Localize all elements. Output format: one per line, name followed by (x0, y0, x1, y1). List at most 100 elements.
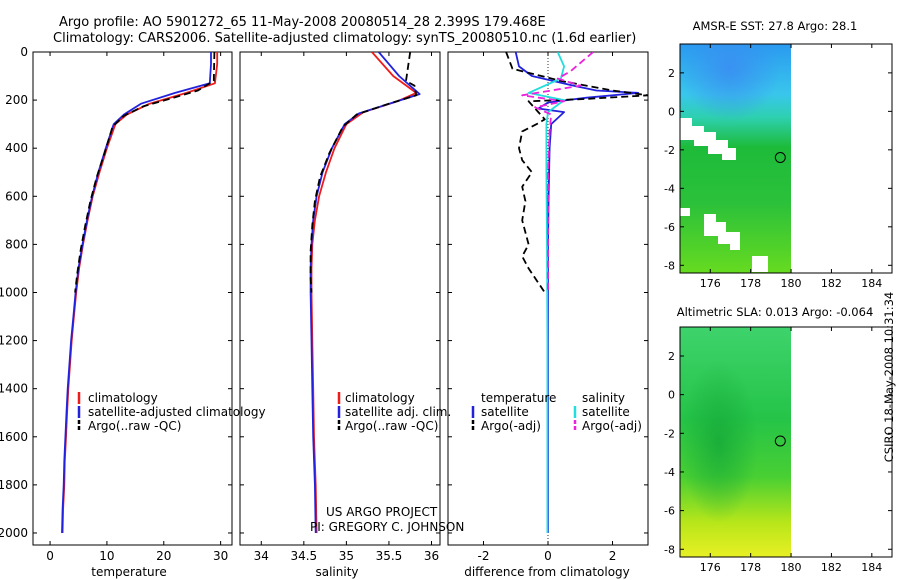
difference-legend: temperature satellite Argo(-adj) salinit… (471, 391, 642, 433)
legend-label-argo-adj: Argo(-adj) (481, 419, 541, 433)
side-timestamp-label: CSIRO 18-May-2008 10:31:34 (882, 292, 896, 463)
legend-label-satellite-adj: satellite adj. clim. (345, 405, 451, 419)
sla-map-panel: Altimetric SLA: 0.013 Argo: -0.064 176 17… (664, 305, 893, 574)
salinity-xlabel: salinity (315, 565, 358, 579)
sst-ytick-label: -4 (664, 182, 675, 195)
diff-xtick-label: -2 (477, 549, 489, 563)
sla-xtick-label: 180 (781, 561, 802, 574)
depth-tick-label: 1200 (0, 334, 28, 348)
sst-argo-location-marker (774, 152, 786, 163)
temperature-panel: 0 200 400 600 800 1000 1200 1400 1600 1800 2000 0 10… (0, 45, 266, 579)
sal-xtick-label: 35.5 (376, 549, 403, 563)
sst-ytick-label: 0 (668, 105, 675, 118)
sst-xtick-label: 176 (700, 277, 721, 290)
sla-low-patch (680, 327, 791, 557)
temp-series-argo-raw-qc- (74, 52, 216, 293)
temperature-axes-frame (32, 51, 233, 546)
temp-xtick-label: 0 (46, 549, 54, 563)
sal-xtick-label: 34.5 (290, 549, 317, 563)
diff-xtick-label: 2 (609, 549, 617, 563)
depth-tick-label: 1400 (0, 382, 28, 396)
sal-series-satellite-adj-clim- (309, 52, 421, 534)
legend-label-satellite-sal: satellite (582, 405, 630, 419)
depth-tick-label: 200 (5, 93, 28, 107)
sla-xtick-label: 184 (861, 561, 882, 574)
sla-xtick-label: 176 (700, 561, 721, 574)
diff-series-temperature-satellite (514, 52, 640, 533)
sal-series-climatology (310, 52, 418, 534)
sla-xtick-label: 182 (821, 561, 842, 574)
legend-label-climatology: climatology (88, 391, 158, 405)
depth-tick-label: 400 (5, 141, 28, 155)
depth-tick-label: 600 (5, 189, 28, 203)
credit-line2: PI: GREGORY C. JOHNSON (310, 520, 464, 534)
depth-tick-label: 1000 (0, 285, 28, 299)
sst-ticks: 176 178 180 182 184 2 0 -2 -4 -6 -8 (664, 44, 892, 290)
legend-label-satellite: satellite (481, 405, 529, 419)
sla-ytick-label: 0 (668, 389, 675, 402)
difference-panel: -2 0 2 difference from climatology tempera… (447, 51, 649, 579)
sal-xtick-label: 36 (424, 549, 439, 563)
sst-ytick-label: -2 (664, 144, 675, 157)
depth-tick-label: 1600 (0, 430, 28, 444)
sst-map-title: AMSR-E SST: 27.8 Argo: 28.1 (693, 19, 858, 33)
legend-label-satellite-adjusted: satellite-adjusted climatology (88, 405, 266, 419)
sla-ytick-label: -8 (664, 543, 675, 556)
sst-xtick-label: 178 (740, 277, 761, 290)
depth-tick-label: 0 (20, 45, 28, 59)
temp-series-satellite-adjusted-climatology (61, 52, 212, 534)
diff-series-temperature-argo-adj- (505, 52, 648, 294)
depth-tick-label: 1800 (0, 478, 28, 492)
salinity-panel: 34 34.5 35 35.5 36 salinity climatology sate… (239, 51, 464, 579)
salinity-legend: climatology satellite adj. clim. Argo(..… (337, 391, 451, 433)
sla-ytick-label: -4 (664, 466, 675, 479)
header-title-line1: Argo profile: AO 5901272_65 11-May-2008 … (59, 15, 546, 30)
salinity-axes-frame (239, 51, 441, 546)
salinity-ticks: 34 34.5 35 35.5 36 (240, 51, 440, 563)
temperature-ticks: 0 200 400 600 800 1000 1200 1400 1600 1800 2000 0 10… (0, 45, 232, 563)
legend-heading-salinity: salinity (582, 391, 625, 405)
temp-series-climatology (61, 52, 219, 534)
temp-xtick-label: 10 (99, 549, 114, 563)
legend-label-climatology: climatology (345, 391, 415, 405)
difference-series (505, 52, 648, 545)
temperature-xlabel: temperature (91, 565, 166, 579)
sla-ytick-label: -6 (664, 505, 675, 518)
sst-ytick-label: -8 (664, 259, 675, 272)
credit-line1: US ARGO PROJECT (326, 505, 438, 519)
temp-xtick-label: 30 (213, 549, 228, 563)
sla-ticks: 176 178 180 182 184 2 0 -2 -4 -6 -8 (664, 327, 892, 574)
sst-xtick-label: 182 (821, 277, 842, 290)
sst-xtick-label: 180 (781, 277, 802, 290)
sla-xtick-label: 178 (740, 561, 761, 574)
diff-series-salinity-argo-adj- (521, 52, 594, 293)
sla-axes-frame (679, 326, 893, 558)
sla-ytick-label: 2 (668, 350, 675, 363)
legend-label-argo-raw: Argo(..raw -QC) (345, 419, 438, 433)
sst-ytick-label: -6 (664, 221, 675, 234)
temperature-legend: climatology satellite-adjusted climatolo… (77, 391, 266, 433)
sal-series-argo-raw-qc- (309, 52, 418, 293)
diff-xtick-label: 0 (544, 549, 552, 563)
sal-xtick-label: 35 (339, 549, 354, 563)
depth-tick-label: 800 (5, 237, 28, 251)
sst-xtick-label: 184 (861, 277, 882, 290)
legend-heading-temperature: temperature (481, 391, 556, 405)
legend-label-argo-raw: Argo(..raw -QC) (88, 419, 181, 433)
temperature-series (61, 52, 219, 534)
sla-ytick-label: -2 (664, 427, 675, 440)
salinity-series (309, 52, 421, 534)
temp-xtick-label: 20 (156, 549, 171, 563)
sst-map-panel: AMSR-E SST: 27.8 Argo: 28.1 176 178 180 182… (664, 19, 893, 290)
diff-series-salinity-satellite (527, 52, 565, 533)
header-title-line2: Climatology: CARS2006. Satellite-adjuste… (53, 31, 636, 46)
sla-argo-location-marker (774, 435, 786, 447)
depth-tick-label: 2000 (0, 526, 28, 540)
sst-cloud-mask (680, 118, 768, 272)
sst-ytick-label: 2 (668, 67, 675, 80)
sal-xtick-label: 34 (254, 549, 269, 563)
sst-axes-frame (679, 43, 893, 274)
sla-map-title: Altimetric SLA: 0.013 Argo: -0.064 (677, 305, 874, 319)
difference-xlabel: difference from climatology (464, 565, 630, 579)
